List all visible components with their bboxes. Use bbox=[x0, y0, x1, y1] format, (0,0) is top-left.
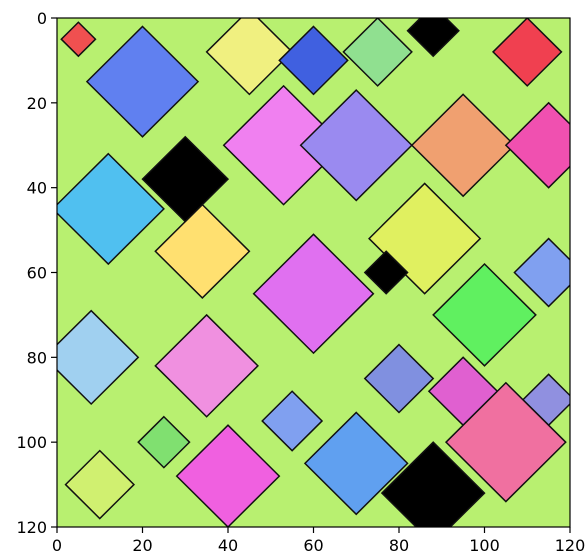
tile bbox=[64, 449, 136, 520]
tile bbox=[57, 309, 140, 406]
tile bbox=[363, 250, 409, 295]
x-tick-label: 100 bbox=[469, 536, 500, 555]
x-tick-label: 120 bbox=[555, 536, 586, 555]
y-tick-label: 60 bbox=[27, 264, 47, 283]
tile bbox=[141, 135, 230, 223]
tile bbox=[342, 18, 413, 87]
tile bbox=[380, 441, 486, 527]
tile bbox=[85, 25, 200, 138]
y-tick-label: 120 bbox=[16, 518, 47, 537]
tile bbox=[513, 237, 570, 308]
tile bbox=[410, 93, 516, 198]
x-tick-label: 0 bbox=[52, 536, 62, 555]
tile bbox=[363, 343, 435, 414]
y-tick-label: 100 bbox=[16, 433, 47, 452]
x-tick-label: 40 bbox=[218, 536, 238, 555]
x-tick-label: 20 bbox=[132, 536, 152, 555]
image bbox=[57, 18, 570, 527]
tile bbox=[444, 381, 567, 503]
tile bbox=[57, 152, 165, 266]
y-tick-label: 0 bbox=[37, 9, 47, 28]
tile bbox=[137, 415, 191, 469]
tile bbox=[303, 411, 409, 516]
tile bbox=[261, 390, 324, 452]
tile bbox=[278, 25, 349, 96]
x-tick-label: 80 bbox=[389, 536, 409, 555]
y-tick-label: 80 bbox=[27, 348, 47, 367]
tile bbox=[154, 203, 251, 300]
tile bbox=[175, 424, 281, 527]
y-tick-label: 40 bbox=[27, 179, 47, 198]
tile bbox=[299, 89, 413, 202]
tile bbox=[491, 18, 563, 87]
tile bbox=[406, 18, 460, 58]
tile bbox=[205, 18, 294, 96]
x-tick-label: 60 bbox=[303, 536, 323, 555]
tile bbox=[60, 21, 97, 58]
tile bbox=[154, 313, 259, 418]
tile bbox=[432, 262, 537, 367]
tile bbox=[252, 233, 375, 355]
tile bbox=[504, 101, 570, 189]
y-tick-label: 20 bbox=[27, 94, 47, 113]
